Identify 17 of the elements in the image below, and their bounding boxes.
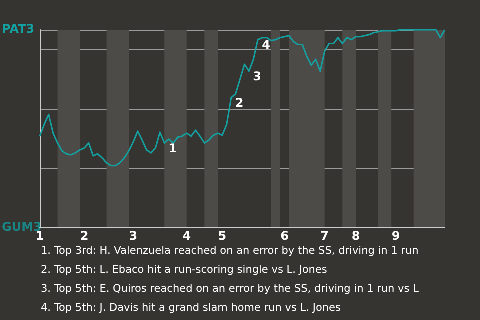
x-tick-label: 6 (280, 229, 289, 243)
x-tick-label: 5 (218, 229, 227, 243)
text: 1. Top 3rd: H. Valenzuela reached on an error by the SS, driving in 1 run (41, 244, 420, 259)
x-tick-label: 4 (182, 229, 192, 243)
text: 4. Top 5th: J. Davis hit a grand slam home run vs L. Jones (41, 301, 342, 316)
x-tick-label: 2 (80, 229, 89, 243)
x-tick-label: 3 (129, 229, 138, 243)
x-tick-label: 9 (392, 229, 400, 243)
text: PAT3 (2, 22, 35, 36)
text: 2. Top 5th: L. Ebaco hit a run-scoring single vs L. Jones (41, 263, 328, 278)
annotation: 1 (168, 141, 177, 156)
x-tick-label: 8 (352, 229, 360, 243)
x-tick-label: 7 (320, 229, 330, 243)
annotation: 3 (253, 69, 262, 84)
text: 3. Top 5th: E. Quiros reached on an error by the SS, driving in 1 run vs L (41, 282, 420, 297)
annotation: 4 (262, 38, 270, 52)
annotation: 2 (235, 96, 244, 110)
